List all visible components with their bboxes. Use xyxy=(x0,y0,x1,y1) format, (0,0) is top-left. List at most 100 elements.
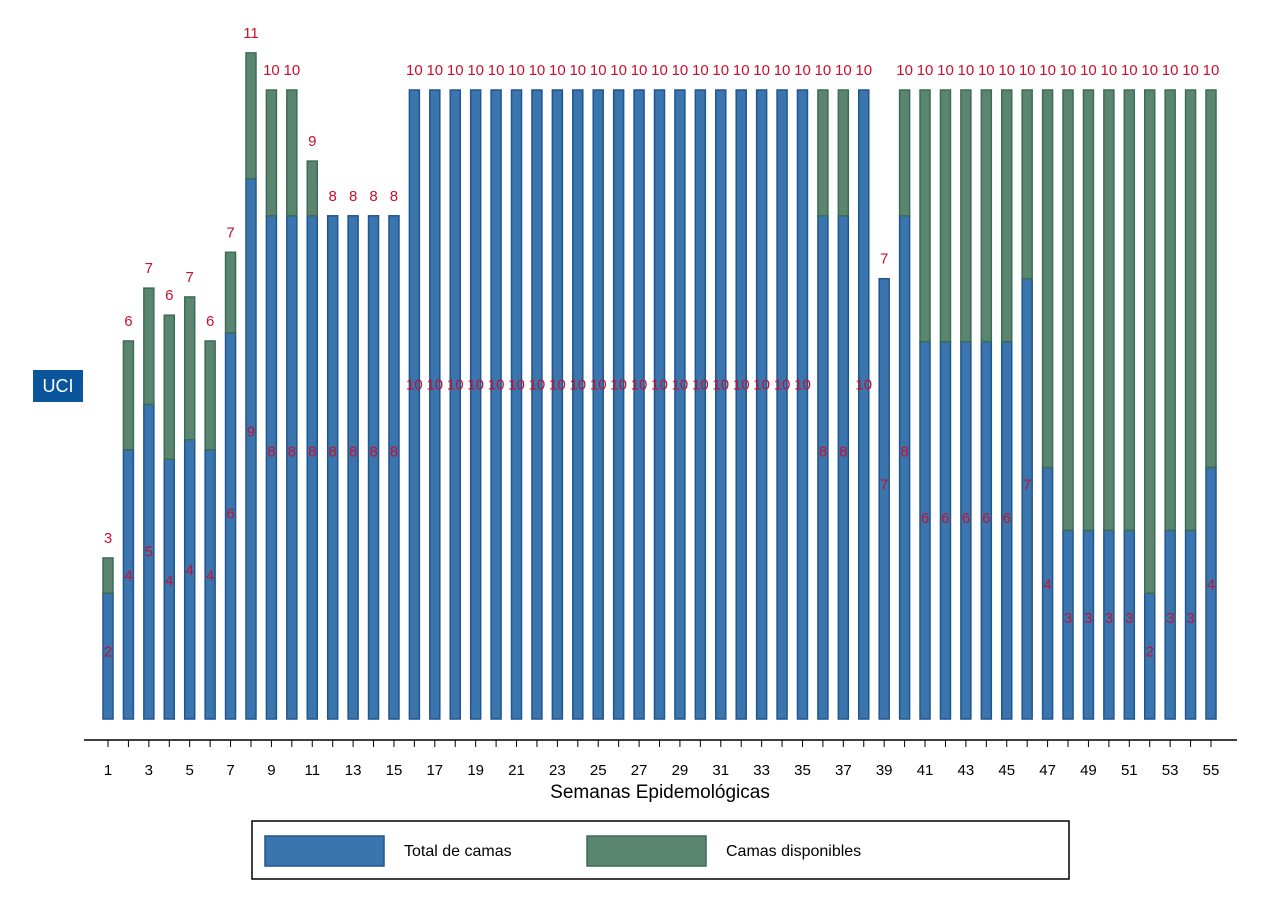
x-tick-label: 13 xyxy=(345,762,362,779)
x-tick-label: 49 xyxy=(1080,762,1097,779)
bar-segment xyxy=(204,449,216,720)
value-label: 10 xyxy=(426,377,443,394)
bar-segment xyxy=(1000,340,1013,720)
bar-segment xyxy=(286,89,298,217)
total-label: 10 xyxy=(1080,62,1097,79)
bar-segment xyxy=(449,89,461,720)
x-tick-label: 19 xyxy=(467,762,484,779)
total-label: 10 xyxy=(426,62,443,79)
bar-segment xyxy=(224,332,237,720)
value-label: 10 xyxy=(692,377,709,394)
x-tick-label: 27 xyxy=(631,762,648,779)
total-label: 10 xyxy=(815,62,832,79)
total-label: 10 xyxy=(406,62,423,79)
value-label: 3 xyxy=(1084,610,1092,627)
value-label: 3 xyxy=(1186,610,1194,627)
value-label: 4 xyxy=(186,562,194,579)
x-tick-label: 41 xyxy=(917,762,934,779)
value-label: 6 xyxy=(941,510,949,527)
bar-segment xyxy=(1082,89,1095,532)
value-label: 4 xyxy=(124,567,132,584)
bar-segment xyxy=(715,89,727,720)
panel-label-box xyxy=(33,370,83,402)
value-label: 10 xyxy=(774,377,791,394)
bar-segment xyxy=(163,314,176,460)
x-tick-label: 35 xyxy=(794,762,811,779)
value-label: 10 xyxy=(712,377,729,394)
bar-segment xyxy=(960,89,972,343)
bar-segment xyxy=(939,89,952,343)
value-label: 2 xyxy=(104,643,112,660)
value-label: 8 xyxy=(349,443,357,460)
value-label: 10 xyxy=(855,377,872,394)
total-label: 10 xyxy=(529,62,546,79)
bar-segment xyxy=(531,89,543,720)
bar-segment xyxy=(612,89,625,720)
bar-segment xyxy=(1184,89,1197,532)
total-label: 10 xyxy=(1141,62,1158,79)
value-label: 10 xyxy=(631,377,648,394)
value-label: 3 xyxy=(1125,610,1133,627)
bar-segment xyxy=(919,340,931,720)
bar-segment xyxy=(592,89,604,720)
bar-segment xyxy=(1205,89,1217,469)
x-tick-label: 21 xyxy=(508,762,525,779)
total-label: 10 xyxy=(1203,62,1220,79)
total-label: 10 xyxy=(467,62,484,79)
total-label: 10 xyxy=(835,62,852,79)
bar-segment xyxy=(1143,89,1156,594)
bar-segment xyxy=(919,89,931,343)
x-tick-label: 29 xyxy=(672,762,689,779)
bar-segment xyxy=(367,215,380,720)
total-label: 10 xyxy=(998,62,1015,79)
value-label: 4 xyxy=(1207,577,1215,594)
x-tick-label: 25 xyxy=(590,762,607,779)
value-label: 8 xyxy=(369,443,377,460)
value-label: 6 xyxy=(982,510,990,527)
total-label: 10 xyxy=(1039,62,1056,79)
bar-segment xyxy=(1021,277,1033,720)
total-label: 10 xyxy=(692,62,709,79)
value-label: 4 xyxy=(165,572,173,589)
bar-segment xyxy=(817,215,829,720)
x-tick-label: 51 xyxy=(1121,762,1138,779)
bar-segment xyxy=(122,449,135,720)
total-label: 10 xyxy=(1182,62,1199,79)
total-label: 7 xyxy=(226,224,234,241)
bar-segment xyxy=(939,340,952,720)
value-label: 9 xyxy=(247,424,255,441)
value-label: 2 xyxy=(1146,643,1154,660)
total-label: 7 xyxy=(145,260,153,277)
bar-segment xyxy=(122,340,135,451)
legend-label: Total de camas xyxy=(404,843,512,860)
total-label: 10 xyxy=(508,62,525,79)
total-label: 10 xyxy=(896,62,913,79)
total-label: 10 xyxy=(978,62,995,79)
value-label: 3 xyxy=(1166,610,1174,627)
total-label: 10 xyxy=(855,62,872,79)
total-label: 9 xyxy=(308,133,316,150)
value-label: 8 xyxy=(288,443,296,460)
total-label: 10 xyxy=(937,62,954,79)
bar-segment xyxy=(755,89,768,720)
value-label: 10 xyxy=(467,377,484,394)
total-label: 3 xyxy=(104,530,112,547)
bar-segment xyxy=(245,177,257,720)
bar-segment xyxy=(735,89,747,720)
bar-segment xyxy=(1164,89,1176,532)
bar-segment xyxy=(653,89,666,720)
bar-segment xyxy=(183,438,196,720)
bar-segment xyxy=(143,403,155,720)
bar-segment xyxy=(143,287,155,406)
bar-segment xyxy=(245,52,257,180)
value-label: 8 xyxy=(900,443,908,460)
bar-segment xyxy=(306,215,319,720)
total-label: 10 xyxy=(672,62,689,79)
bar-segment xyxy=(898,89,911,217)
bar-segment xyxy=(326,215,339,720)
x-tick-label: 33 xyxy=(753,762,770,779)
value-label: 10 xyxy=(733,377,750,394)
bar-segment xyxy=(878,277,890,720)
bar-segment xyxy=(429,89,441,720)
total-label: 10 xyxy=(1060,62,1077,79)
